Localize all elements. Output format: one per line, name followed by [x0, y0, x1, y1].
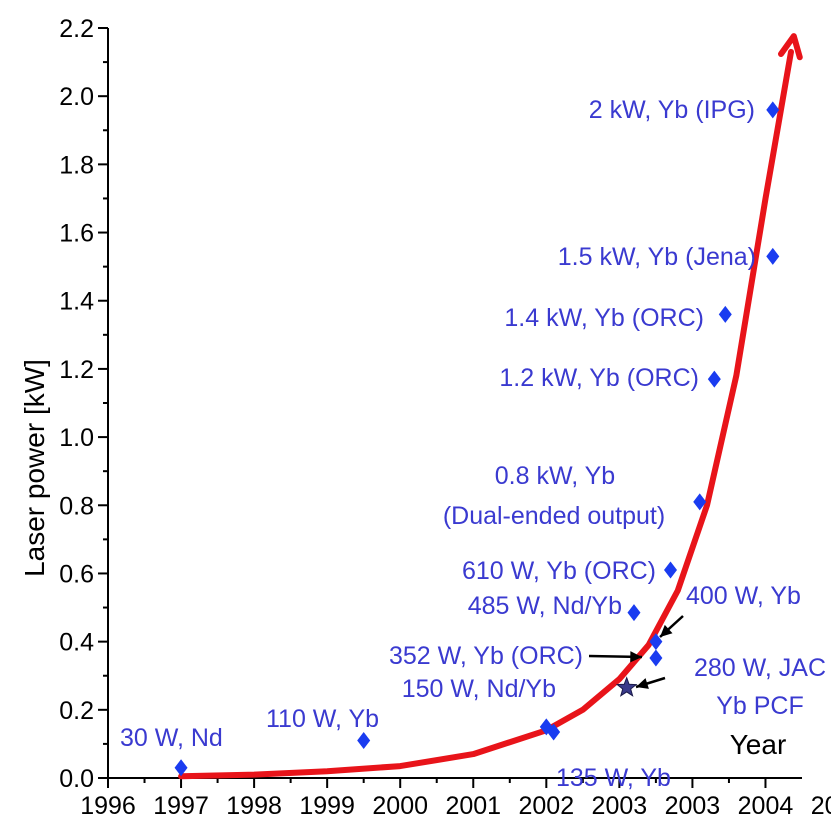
y-tick-label: 0.8: [59, 492, 94, 520]
x-tick-label: 1996: [80, 792, 136, 820]
y-tick-label: 1.6: [59, 220, 94, 248]
x-tick-label: 2003: [665, 792, 721, 820]
x-tick-label: 1998: [226, 792, 282, 820]
data-point: [707, 370, 721, 388]
y-tick-label: 0.6: [59, 560, 94, 588]
arrow-280w-head: [636, 678, 649, 689]
data-point: [174, 759, 188, 777]
data-point: [693, 493, 707, 511]
x-tick-label: 1999: [299, 792, 355, 820]
point-label-line2: (Dual-ended output): [443, 502, 665, 530]
y-tick-label: 1.0: [59, 424, 94, 452]
y-tick-label: 0.4: [59, 629, 94, 657]
data-point-star: [615, 676, 638, 697]
point-label: 280 W, JAC: [694, 654, 826, 682]
x-tick-label: 2005: [811, 792, 831, 820]
y-tick-label: 2.0: [59, 83, 94, 111]
point-label: 2 kW, Yb (IPG): [589, 96, 755, 124]
data-point: [718, 305, 732, 323]
point-label: 400 W, Yb: [686, 582, 801, 610]
point-label: 135 W, Yb: [556, 764, 671, 792]
x-tick-label: 2003: [592, 792, 648, 820]
data-point: [357, 732, 371, 749]
x-tick-label: 2002: [519, 792, 575, 820]
data-point: [766, 247, 780, 265]
x-tick-label: 1997: [153, 792, 209, 820]
point-label: 1.2 kW, Yb (ORC): [499, 364, 699, 392]
annotations-layer: 30 W, Nd 110 W, Yb 150 W, Nd/Yb 135 W, Yb 28…: [120, 96, 826, 792]
data-point: [627, 604, 641, 622]
point-label: 1.4 kW, Yb (ORC): [504, 304, 704, 332]
y-tick-label: 0.2: [59, 697, 94, 725]
y-tick-label: 0.0: [59, 765, 94, 793]
axes: 0.0 0.2 0.4 0.6 0.8 1.0 1.2 1.4 1.6 1.8 2.0 2.2 1996…: [59, 15, 831, 820]
data-point: [664, 561, 678, 579]
y-tick-label: 1.8: [59, 151, 94, 179]
x-tick-label: 2000: [372, 792, 428, 820]
point-label: 110 W, Yb: [266, 705, 379, 733]
point-label: 150 W, Nd/Yb: [402, 675, 556, 703]
point-label: 30 W, Nd: [120, 724, 223, 752]
arrow-400w-head: [660, 624, 673, 637]
data-point: [766, 101, 780, 119]
x-tick-label: 2004: [738, 792, 794, 820]
trend-layer: [178, 33, 803, 780]
y-tick-label: 1.4: [59, 288, 94, 316]
point-label: 352 W, Yb (ORC): [389, 642, 583, 670]
data-point: [649, 633, 663, 651]
markers-layer: [174, 101, 780, 777]
trend-arrowhead: [778, 33, 803, 61]
point-label-line2: Yb PCF: [716, 692, 804, 720]
data-point: [547, 723, 561, 741]
point-label: 610 W, Yb (ORC): [462, 557, 656, 585]
point-label: 485 W, Nd/Yb: [468, 592, 622, 620]
point-label: 0.8 kW, Yb: [495, 462, 615, 490]
point-label: 1.5 kW, Yb (Jena): [558, 243, 756, 271]
arrow-352w-head: [630, 651, 642, 663]
y-tick-label: 2.2: [59, 15, 94, 43]
trend-line: [178, 48, 794, 780]
x-axis-title: Year: [730, 729, 787, 760]
x-tick-label: 2001: [445, 792, 501, 820]
y-axis-title: Laser power [kW]: [19, 359, 50, 577]
data-point: [649, 649, 663, 667]
y-tick-label: 1.2: [59, 356, 94, 384]
